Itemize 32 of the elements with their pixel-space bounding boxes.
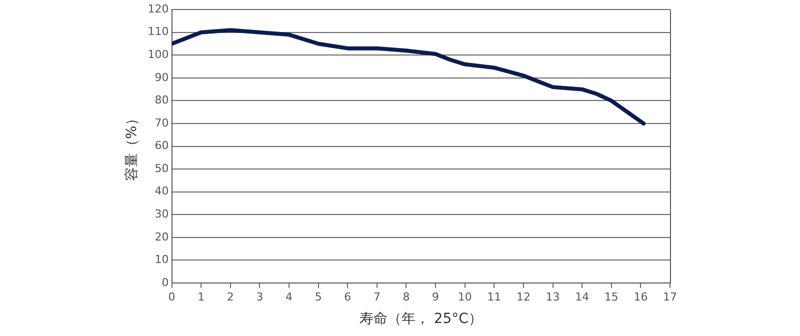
x-tick-label: 3 <box>256 290 264 304</box>
x-tick-label: 16 <box>634 290 648 304</box>
x-tick-label: 2 <box>226 290 234 304</box>
x-tick-label: 15 <box>604 290 618 304</box>
y-tick-label: 40 <box>154 184 169 198</box>
x-tick-label: 12 <box>516 290 530 304</box>
x-axis-title: 寿命（年， 25°C） <box>359 311 482 328</box>
y-tick-label: 110 <box>148 25 169 38</box>
y-tick-label: 50 <box>154 162 169 175</box>
y-tick-label: 20 <box>154 230 169 244</box>
y-tick-label: 10 <box>154 253 169 266</box>
x-tick-label: 9 <box>432 290 440 304</box>
y-tick-label: 120 <box>148 2 169 16</box>
x-tick-label: 11 <box>487 290 502 304</box>
x-tick-label: 4 <box>286 290 293 304</box>
x-tick-label: 17 <box>663 290 677 304</box>
x-tick-label: 1 <box>198 290 205 304</box>
x-tick-label: 14 <box>575 290 590 304</box>
y-tick-label: 80 <box>154 94 169 107</box>
y-tick-label: 100 <box>148 48 169 62</box>
y-axis-title: 容量（%） <box>124 112 140 181</box>
x-tick-label: 5 <box>314 290 322 304</box>
x-tick-label: 10 <box>458 290 472 304</box>
x-tick-label: 13 <box>546 290 560 304</box>
y-tick-label: 90 <box>154 70 169 84</box>
y-tick-label: 0 <box>162 276 169 289</box>
y-tick-label: 30 <box>154 208 169 221</box>
y-tick-label: 60 <box>154 139 169 152</box>
x-tick-label: 8 <box>402 290 410 304</box>
x-tick-label: 6 <box>344 290 352 304</box>
y-tick-label: 70 <box>154 116 169 130</box>
x-tick-label: 7 <box>373 290 380 304</box>
